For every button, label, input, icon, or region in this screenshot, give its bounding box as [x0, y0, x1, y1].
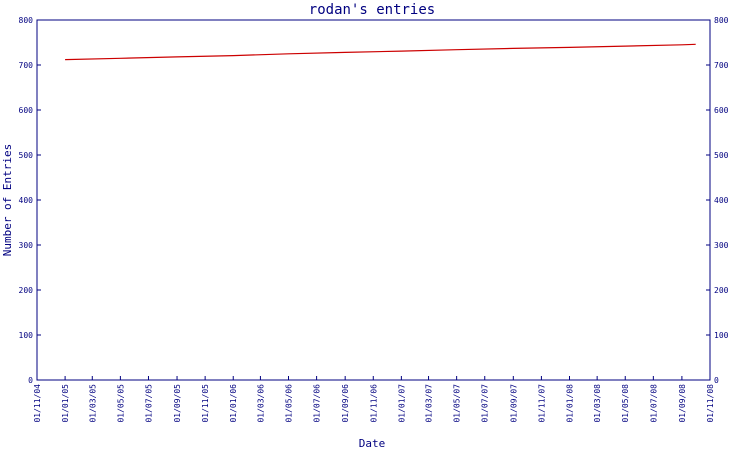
y-tick-label-left: 600 [19, 106, 34, 115]
x-tick-label: 01/09/07 [509, 384, 518, 423]
y-axis-left: 0 100 200 300 400 500 600 700 800 [19, 16, 41, 385]
x-tick-label: 01/09/08 [678, 384, 687, 423]
x-tick-label: 01/11/07 [537, 384, 546, 423]
x-tick-label: 01/05/06 [285, 384, 294, 423]
chart-title: rodan's entries [309, 2, 435, 18]
y-tick-label-right: 800 [714, 16, 729, 25]
y-tick-label-right: 100 [714, 331, 729, 340]
x-axis-title: Date [359, 437, 386, 450]
x-tick-label: 01/11/08 [706, 384, 715, 423]
y-tick-label-left: 300 [19, 241, 34, 250]
x-tick-label: 01/07/07 [481, 384, 490, 423]
x-tick-label: 01/01/07 [397, 384, 406, 423]
x-tick-label: 01/03/06 [256, 384, 265, 423]
y-tick-label-right: 600 [714, 106, 729, 115]
x-tick-label: 01/09/06 [341, 384, 350, 423]
x-tick-label: 01/07/06 [313, 384, 322, 423]
y-tick-label-right: 700 [714, 61, 729, 70]
y-tick-label-right: 300 [714, 241, 729, 250]
x-tick-label: 01/11/06 [369, 384, 378, 423]
x-tick-label: 01/05/05 [116, 384, 125, 423]
x-tick-label: 01/05/08 [621, 384, 630, 423]
x-tick-label: 01/05/07 [453, 384, 462, 423]
x-tick-label: 01/11/05 [201, 384, 210, 423]
y-tick-label-right: 400 [714, 196, 729, 205]
series-layer [65, 43, 696, 61]
y-tick-label-left: 800 [19, 16, 34, 25]
series-line [65, 43, 696, 61]
y-tick-label-left: 500 [19, 151, 34, 160]
y-tick-label-right: 200 [714, 286, 729, 295]
y-tick-label-left: 0 [28, 376, 33, 385]
plot-frame [36, 19, 711, 381]
y-tick-label-right: 0 [714, 376, 719, 385]
x-tick-label: 01/01/05 [61, 384, 70, 423]
y-tick-label-left: 100 [19, 331, 34, 340]
y-tick-label-left: 400 [19, 196, 34, 205]
x-tick-label: 01/03/07 [425, 384, 434, 423]
y-axis-title: Number of Entries [1, 144, 14, 257]
y-tick-label-left: 700 [19, 61, 34, 70]
y-axis-right: 0 100 200 300 400 500 600 700 800 [706, 16, 729, 385]
x-tick-label: 01/07/05 [144, 384, 153, 423]
y-tick-label-right: 500 [714, 151, 729, 160]
x-tick-label: 01/03/08 [593, 384, 602, 423]
x-tick-label: 01/09/05 [173, 384, 182, 423]
x-tick-label: 01/01/08 [566, 384, 575, 423]
x-tick-label: 01/01/06 [229, 384, 238, 423]
x-tick-label: 01/11/04 [33, 384, 42, 423]
x-axis: 01/11/04 01/01/05 01/03/05 01/05/05 01/07/05… [33, 376, 715, 423]
y-tick-label-left: 200 [19, 286, 34, 295]
x-tick-label: 01/03/05 [88, 384, 97, 423]
x-tick-label: 01/07/08 [649, 384, 658, 423]
